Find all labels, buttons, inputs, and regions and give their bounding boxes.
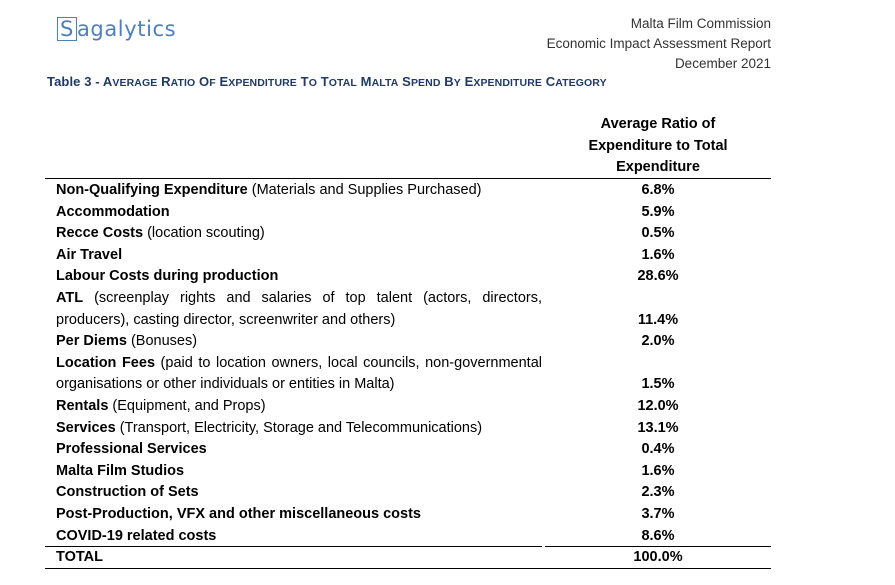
column-header-line: Expenditure to Total bbox=[588, 137, 728, 154]
table-row: Accommodation 5.9% bbox=[56, 202, 771, 224]
row-label: Accommodation bbox=[56, 202, 542, 224]
row-label: COVID-19 related costs bbox=[56, 526, 542, 548]
table-row: COVID-19 related costs 8.6% bbox=[56, 526, 771, 548]
row-label-category: Services bbox=[56, 419, 116, 436]
column-header: Average Ratio of Expenditure to Total Ex… bbox=[545, 114, 771, 179]
row-label: Post-Production, VFX and other miscellan… bbox=[56, 504, 542, 526]
table-bottom-rule bbox=[45, 568, 771, 569]
row-label-category: Construction of Sets bbox=[56, 484, 199, 501]
row-value: 2.3% bbox=[641, 484, 675, 501]
row-label: ATL (screenplay rights and salaries of t… bbox=[56, 288, 542, 331]
row-value: 12.0% bbox=[637, 397, 679, 414]
row-value: 0.4% bbox=[641, 441, 675, 458]
table-total-row: TOTAL 100.0% bbox=[56, 547, 771, 569]
row-label-category: Rentals bbox=[56, 397, 109, 414]
row-label-category: Per Diems bbox=[56, 333, 127, 350]
table-row: Construction of Sets 2.3% bbox=[56, 482, 771, 504]
table-row: Post-Production, VFX and other miscellan… bbox=[56, 504, 771, 526]
row-value: 28.6% bbox=[637, 268, 679, 285]
row-label-category: Malta Film Studios bbox=[56, 462, 185, 479]
row-value: 13.1% bbox=[637, 419, 679, 436]
row-label: Services (Transport, Electricity, Storag… bbox=[56, 418, 542, 440]
table-row: Labour Costs during production 28.6% bbox=[56, 266, 771, 288]
row-label-detail: (paid to location owners, local councils… bbox=[56, 354, 542, 393]
row-value: 5.9% bbox=[641, 203, 675, 220]
logo-first-letter: S bbox=[57, 17, 77, 41]
row-value: 1.6% bbox=[641, 246, 675, 263]
row-label-category: Post-Production, VFX and other miscellan… bbox=[56, 505, 421, 522]
row-label: Recce Costs (location scouting) bbox=[56, 223, 542, 245]
row-label-detail: (screenplay rights and salaries of top t… bbox=[56, 289, 542, 328]
row-label-detail: (Equipment, and Props) bbox=[108, 397, 266, 414]
total-rule-left bbox=[45, 546, 542, 547]
row-label: Air Travel bbox=[56, 245, 542, 267]
row-label-category: COVID-19 related costs bbox=[56, 527, 217, 544]
table-caption-prefix: Table 3 - bbox=[47, 74, 103, 89]
table-caption-title: AVERAGE RATIO OF EXPENDITURE TO TOTAL MA… bbox=[102, 74, 607, 89]
row-label-category: ATL bbox=[56, 289, 84, 306]
row-label: Rentals (Equipment, and Props) bbox=[56, 396, 542, 418]
row-value: 1.5% bbox=[641, 376, 675, 393]
table-row: Non-Qualifying Expenditure (Materials an… bbox=[56, 180, 771, 202]
header-organisation: Malta Film Commission bbox=[630, 16, 771, 31]
table-row: Rentals (Equipment, and Props) 12.0% bbox=[56, 396, 771, 418]
row-label-detail: (Materials and Supplies Purchased) bbox=[247, 182, 482, 198]
row-value: 11.4% bbox=[637, 311, 679, 328]
table-row: Recce Costs (location scouting) 0.5% bbox=[56, 223, 771, 245]
row-value: 1.6% bbox=[641, 462, 675, 479]
total-rule-right bbox=[545, 546, 771, 547]
row-label-category: Air Travel bbox=[56, 246, 123, 263]
table-body: Non-Qualifying Expenditure (Materials an… bbox=[56, 180, 771, 547]
row-value: 3.7% bbox=[641, 505, 675, 522]
row-value: 6.8% bbox=[641, 182, 675, 198]
table-row: Location Fees (paid to location owners, … bbox=[56, 353, 771, 396]
table-caption: Table 3 - AVERAGE RATIO OF EXPENDITURE T… bbox=[47, 74, 607, 89]
row-value: 2.0% bbox=[641, 333, 675, 350]
column-header-line: Expenditure bbox=[616, 159, 700, 175]
table-row: Services (Transport, Electricity, Storag… bbox=[56, 418, 771, 440]
row-label: Labour Costs during production bbox=[56, 266, 542, 288]
row-label: Construction of Sets bbox=[56, 482, 542, 504]
header-report-title: Economic Impact Assessment Report bbox=[546, 36, 771, 51]
row-label: Non-Qualifying Expenditure (Materials an… bbox=[56, 180, 542, 202]
table-top-rule bbox=[45, 178, 771, 179]
table-row: Air Travel 1.6% bbox=[56, 245, 771, 267]
row-label-detail: (Transport, Electricity, Storage and Tel… bbox=[115, 419, 483, 436]
row-label: Malta Film Studios bbox=[56, 461, 542, 483]
column-header-line: Average Ratio of bbox=[600, 116, 716, 132]
row-label: Professional Services bbox=[56, 439, 542, 461]
row-label-category: Location Fees bbox=[56, 354, 156, 371]
row-label-category: Recce Costs bbox=[56, 225, 144, 242]
row-value: 0.5% bbox=[641, 225, 675, 242]
table-row: Per Diems (Bonuses) 2.0% bbox=[56, 331, 771, 353]
logo-text: agalytics bbox=[76, 17, 177, 41]
total-value: 100.0% bbox=[633, 549, 683, 565]
row-label: Location Fees (paid to location owners, … bbox=[56, 353, 542, 396]
row-label-detail: (Bonuses) bbox=[126, 333, 198, 350]
row-label-detail: (location scouting) bbox=[143, 225, 265, 242]
row-value: 8.6% bbox=[641, 527, 675, 544]
total-label: TOTAL bbox=[56, 549, 103, 565]
row-label-category: Professional Services bbox=[56, 441, 207, 458]
header-date: December 2021 bbox=[674, 56, 771, 71]
table-row: Malta Film Studios 1.6% bbox=[56, 461, 771, 483]
row-label-category: Non-Qualifying Expenditure bbox=[56, 182, 248, 198]
report-header: Malta Film Commission Economic Impact As… bbox=[547, 14, 771, 74]
table-row: Professional Services 0.4% bbox=[56, 439, 771, 461]
row-label-category: Labour Costs during production bbox=[56, 268, 279, 285]
row-label-category: Accommodation bbox=[56, 203, 170, 220]
table-row: ATL (screenplay rights and salaries of t… bbox=[56, 288, 771, 331]
row-label: Per Diems (Bonuses) bbox=[56, 331, 542, 353]
